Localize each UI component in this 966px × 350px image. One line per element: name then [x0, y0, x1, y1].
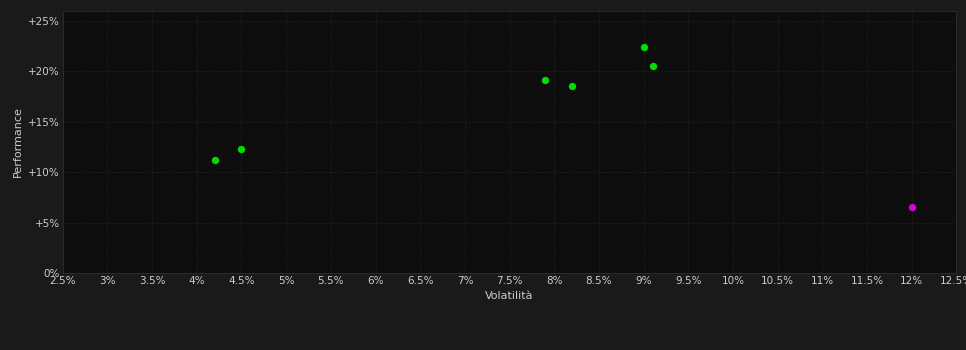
Point	[207, 157, 222, 163]
X-axis label: Volatilità: Volatilità	[485, 291, 534, 301]
Point	[645, 63, 661, 69]
Point	[636, 44, 651, 50]
Point	[538, 77, 554, 83]
Point	[234, 146, 249, 152]
Point	[564, 83, 580, 89]
Point	[904, 204, 920, 210]
Y-axis label: Performance: Performance	[13, 106, 23, 177]
